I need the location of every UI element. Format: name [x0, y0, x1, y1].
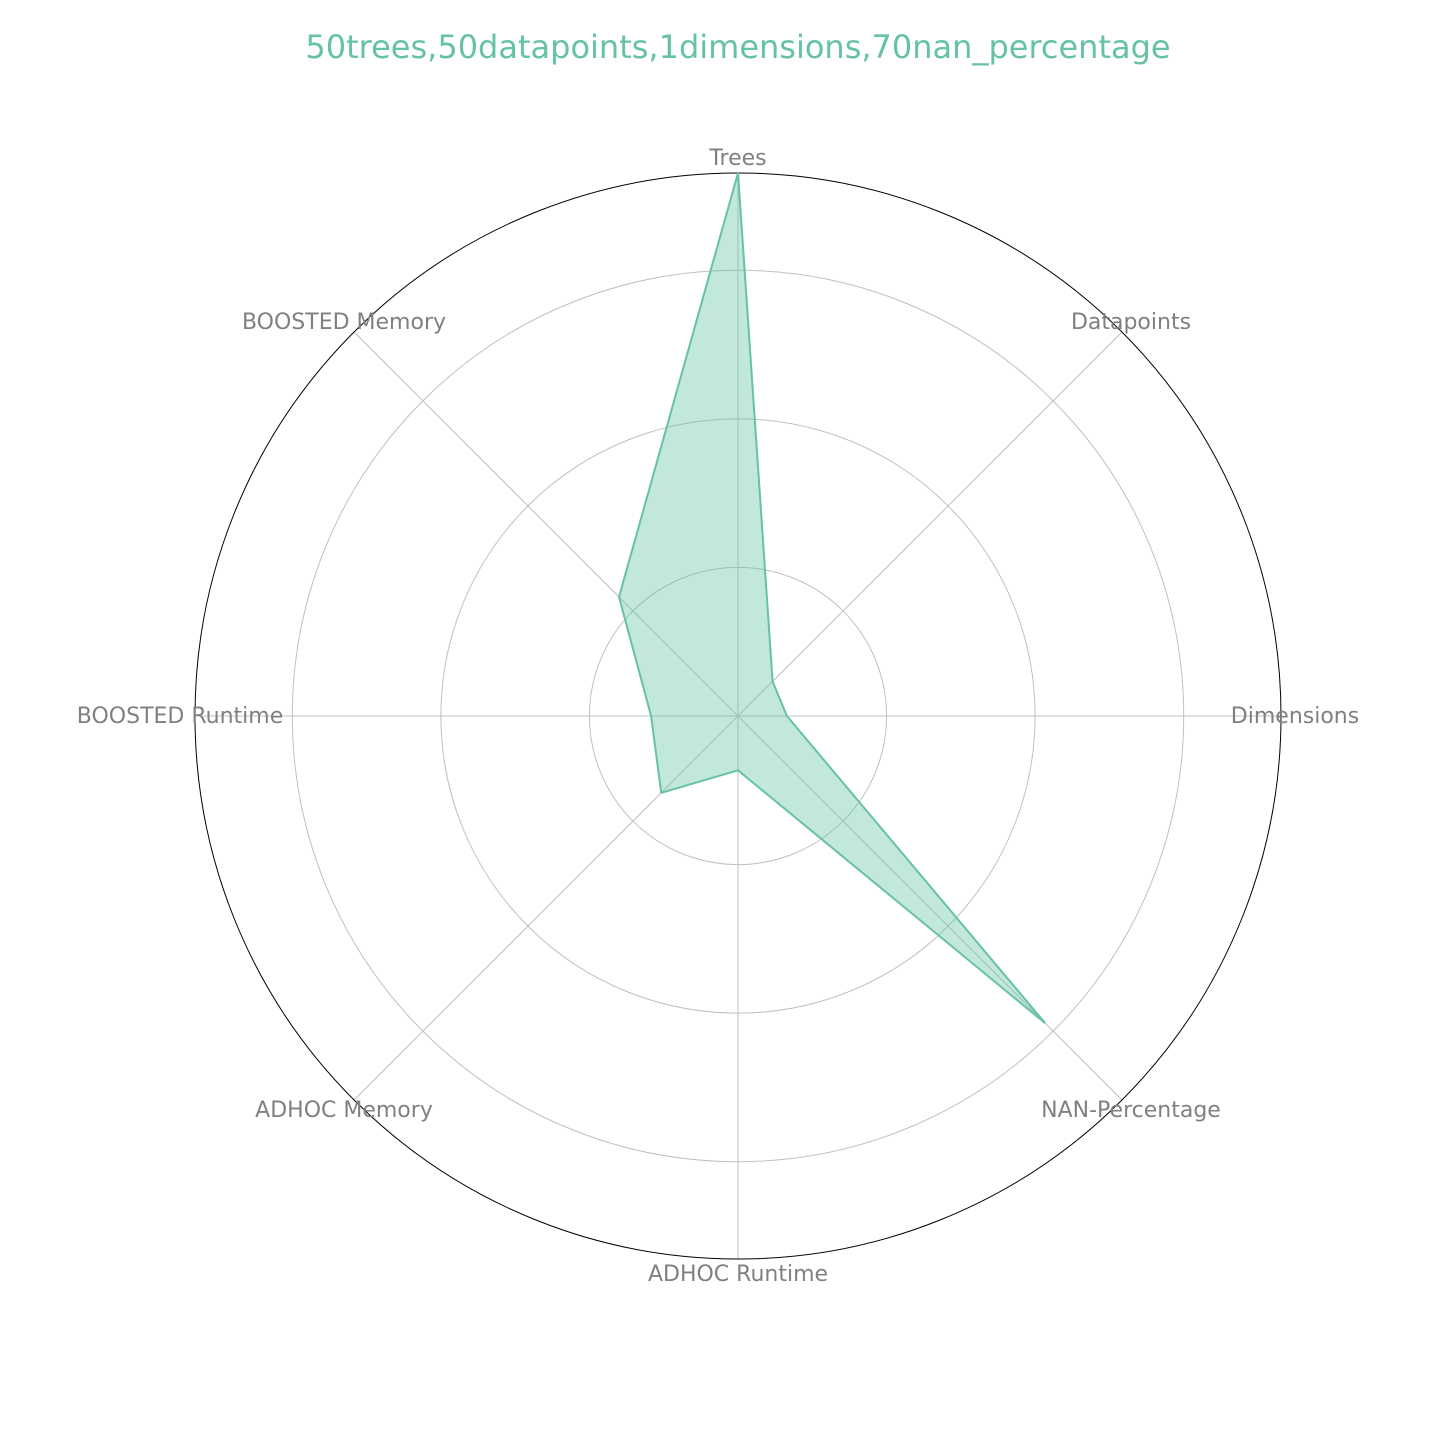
spoke-8: [353, 331, 739, 717]
axis-label-boosted-runtime: BOOSTED Runtime: [77, 704, 283, 729]
chart-title: 50trees,50datapoints,1dimensions,70nan_p…: [305, 28, 1170, 66]
axis-label-nan-percentage: NAN-Percentage: [1041, 1098, 1221, 1123]
axis-labels: Trees Datapoints Dimensions NAN-Percentage A…: [77, 146, 1359, 1287]
axis-label-adhoc-memory: ADHOC Memory: [255, 1098, 433, 1123]
spoke-2: [737, 331, 1123, 717]
axis-label-datapoints: Datapoints: [1071, 310, 1191, 335]
data-series: [617, 172, 1046, 1024]
axis-label-dimensions: Dimensions: [1231, 704, 1359, 729]
spoke-4: [737, 715, 1123, 1101]
axis-label-trees: Trees: [708, 146, 766, 171]
axis-label-adhoc-runtime: ADHOC Runtime: [648, 1262, 828, 1287]
axis-label-boosted-memory: BOOSTED Memory: [242, 310, 446, 335]
series-area: [617, 172, 1046, 1024]
spoke-6: [353, 715, 739, 1101]
